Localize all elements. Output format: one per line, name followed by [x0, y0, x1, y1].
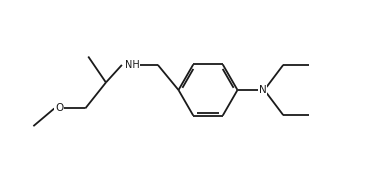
Text: N: N [259, 85, 266, 95]
Text: NH: NH [124, 60, 139, 70]
Text: O: O [55, 103, 63, 113]
